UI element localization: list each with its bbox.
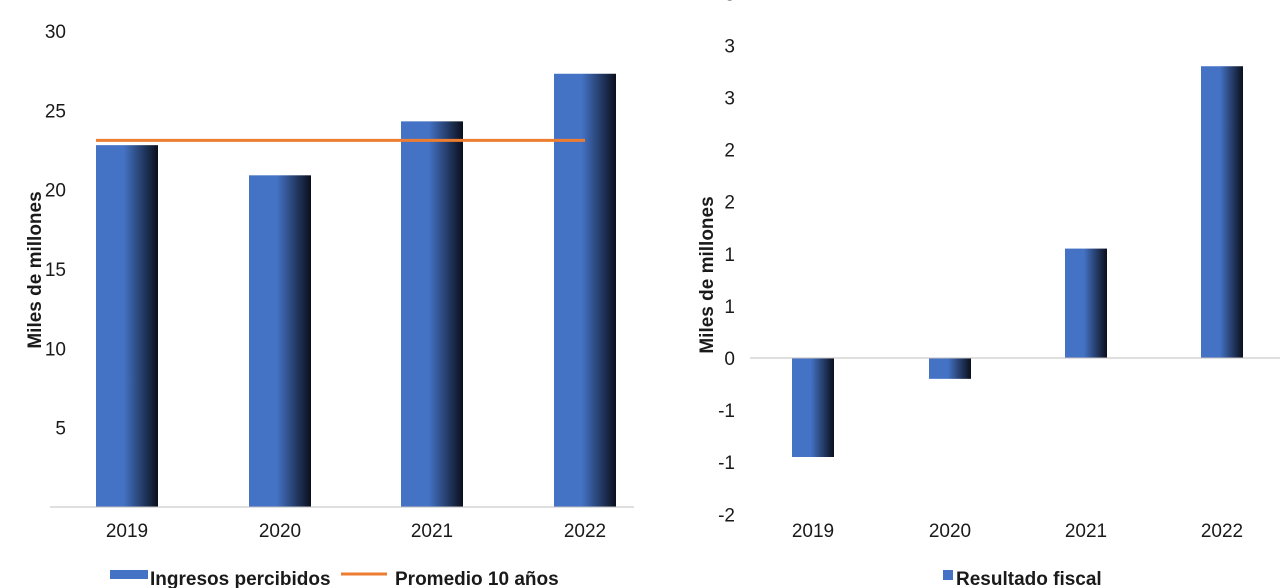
legend-swatch-ingresos (110, 570, 148, 579)
x-tick-label: 2022 (564, 521, 606, 542)
bar-2020 (929, 358, 971, 379)
x-tick-label: 2019 (106, 521, 148, 542)
y-tick-label: 10 (45, 339, 66, 360)
y-tick-label: 3 (724, 0, 735, 5)
right-legend: Resultado fiscal (943, 569, 1102, 588)
legend-label-ingresos: Ingresos percibidos (150, 569, 331, 588)
y-tick-label: 30 (45, 22, 66, 43)
y-tick-label: 5 (55, 419, 66, 440)
y-tick-label: 1 (724, 245, 735, 266)
left-legend: Ingresos percibidos Promedio 10 años (110, 569, 559, 588)
bar-2022 (1201, 66, 1243, 359)
y-tick-label: 1 (724, 297, 735, 318)
bar-2020 (249, 175, 311, 507)
x-tick-label: 2019 (792, 521, 834, 542)
right-y-axis-label: Miles de millones (697, 196, 718, 353)
legend-swatch-resultado (943, 570, 953, 580)
y-tick-label: 3 (724, 36, 735, 57)
right-chart: Miles de millones -2 -1 -1 0 1 1 2 2 3 3 3 2019 2020… (697, 0, 1280, 542)
y-tick-label: 2 (724, 193, 735, 214)
y-tick-label: -1 (718, 401, 735, 422)
y-tick-label: -1 (718, 453, 735, 474)
legend-label-promedio: Promedio 10 años (395, 569, 559, 588)
x-tick-label: 2022 (1201, 521, 1243, 542)
bar-2022 (554, 73, 616, 508)
y-tick-label: 20 (45, 181, 66, 202)
y-tick-label: 0 (724, 349, 735, 370)
left-chart: Miles de millones 5 10 15 20 25 30 2019 2020 202… (25, 22, 634, 542)
bar-2021 (401, 121, 463, 507)
x-tick-label: 2020 (929, 521, 971, 542)
left-y-axis-label: Miles de millones (25, 191, 46, 348)
legend-label-resultado: Resultado fiscal (956, 569, 1102, 588)
bar-2019 (792, 358, 834, 457)
x-tick-label: 2021 (411, 521, 453, 542)
y-tick-label: 3 (724, 89, 735, 110)
y-tick-label: 25 (45, 101, 66, 122)
bar-2019 (96, 145, 158, 507)
y-tick-label: 2 (724, 141, 735, 162)
y-tick-label: -2 (718, 505, 735, 526)
x-tick-label: 2021 (1065, 521, 1107, 542)
y-tick-label: 15 (45, 260, 66, 281)
bar-2021 (1065, 248, 1107, 358)
x-tick-label: 2020 (259, 521, 301, 542)
